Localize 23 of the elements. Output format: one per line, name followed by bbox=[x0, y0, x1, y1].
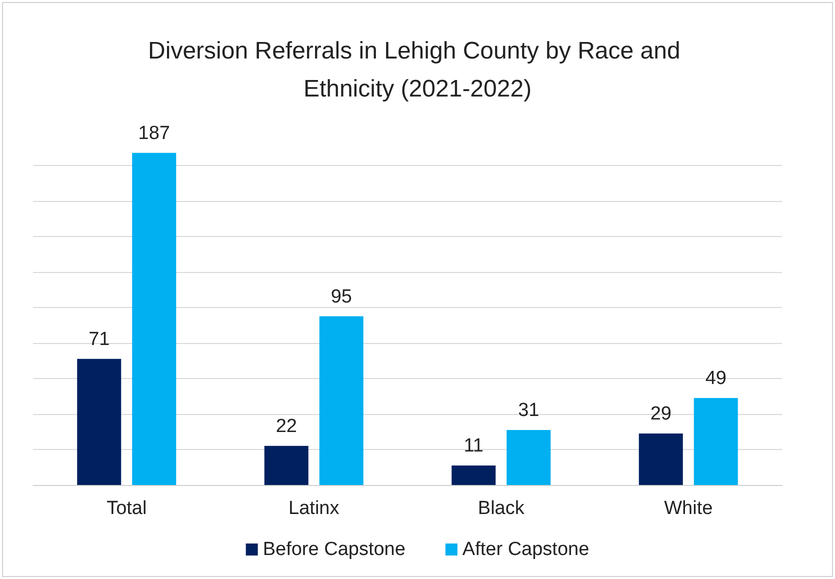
data-label: 49 bbox=[705, 368, 726, 389]
x-tick-label: White bbox=[664, 498, 713, 519]
bar bbox=[264, 446, 308, 485]
x-tick-label: Black bbox=[478, 498, 525, 519]
data-label: 31 bbox=[518, 400, 540, 421]
bar bbox=[638, 433, 683, 485]
data-label: 71 bbox=[88, 328, 110, 350]
x-tick-label: Total bbox=[106, 498, 147, 519]
bar bbox=[319, 316, 364, 485]
x-tick-label: Latinx bbox=[288, 498, 340, 519]
data-label: 95 bbox=[330, 286, 352, 308]
data-label: 187 bbox=[138, 122, 170, 144]
legend-label: After Capstone bbox=[462, 539, 590, 560]
bar bbox=[694, 398, 738, 485]
data-label: 22 bbox=[276, 416, 297, 437]
bar bbox=[452, 465, 496, 485]
bar bbox=[506, 430, 551, 485]
chart-title: Diversion Referrals in Lehigh County by Race and Ethnicity (2021-2022) bbox=[148, 38, 687, 102]
data-label: 29 bbox=[650, 403, 672, 424]
data-label: 11 bbox=[464, 435, 484, 456]
bar bbox=[77, 358, 122, 485]
legend-label: Before Capstone bbox=[262, 539, 406, 560]
bar bbox=[132, 152, 176, 485]
